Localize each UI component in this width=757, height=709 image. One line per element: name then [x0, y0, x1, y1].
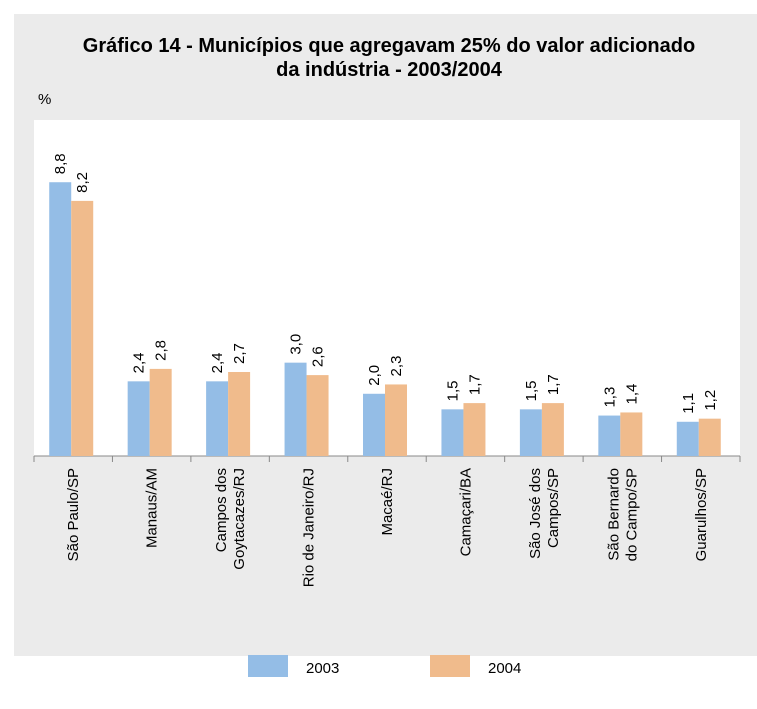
bar: [541, 403, 564, 456]
x-tick-label: São José dosCampos/SP: [527, 468, 562, 559]
value-label: 2,0: [366, 365, 383, 386]
x-tick-label: São Paulo/SP: [65, 468, 82, 561]
bar: [463, 403, 486, 456]
bar: [698, 418, 721, 456]
x-tick-label: Rio de Janeiro/RJ: [301, 468, 318, 587]
bar: [385, 384, 407, 456]
bar: [228, 372, 251, 456]
x-tick-label: Macaé/RJ: [379, 468, 396, 536]
x-tick-label: Campos dosGoytacazes/RJ: [213, 468, 248, 570]
value-label: 2,4: [131, 352, 148, 373]
value-label: 1,1: [680, 393, 697, 414]
x-tick-label: Manaus/AM: [144, 468, 161, 548]
bar: [71, 200, 94, 456]
bar: [206, 381, 229, 456]
chart-title: Gráfico 14 - Municípios que agregavam 25…: [83, 35, 695, 81]
value-label: 2,7: [231, 343, 248, 364]
bar: [149, 368, 172, 456]
legend-label: 2004: [488, 660, 521, 677]
value-label: 1,5: [523, 380, 540, 401]
bar: [363, 393, 385, 456]
value-label: 2,8: [153, 340, 170, 361]
legend-swatch: [430, 655, 470, 677]
value-label: 1,7: [466, 374, 483, 395]
value-label: 1,4: [623, 384, 640, 405]
value-label: 1,7: [545, 374, 562, 395]
bar: [519, 409, 542, 456]
bar: [127, 381, 150, 456]
value-label: 1,5: [444, 380, 461, 401]
value-label: 3,0: [288, 334, 305, 355]
bar: [284, 362, 307, 456]
bar: [49, 182, 72, 456]
value-label: 8,2: [74, 172, 91, 193]
x-tick-label: Guarulhos/SP: [693, 468, 710, 561]
value-label: 1,2: [702, 390, 719, 411]
value-label: 2,6: [310, 346, 327, 367]
x-tick-label: São Bernardodo Campo/SP: [605, 468, 640, 561]
bar: [306, 375, 329, 456]
bar: [441, 409, 464, 456]
y-axis-label: %: [38, 91, 51, 108]
value-label: 8,8: [52, 153, 69, 174]
x-tick-label: Camaçari/BA: [457, 468, 474, 556]
legend-swatch: [248, 655, 288, 677]
value-label: 2,4: [209, 352, 226, 373]
bar: [620, 412, 643, 456]
value-label: 1,3: [601, 387, 618, 408]
legend-label: 2003: [306, 660, 339, 677]
bar: [598, 415, 621, 456]
value-label: 2,3: [388, 356, 405, 377]
bar: [676, 421, 699, 456]
